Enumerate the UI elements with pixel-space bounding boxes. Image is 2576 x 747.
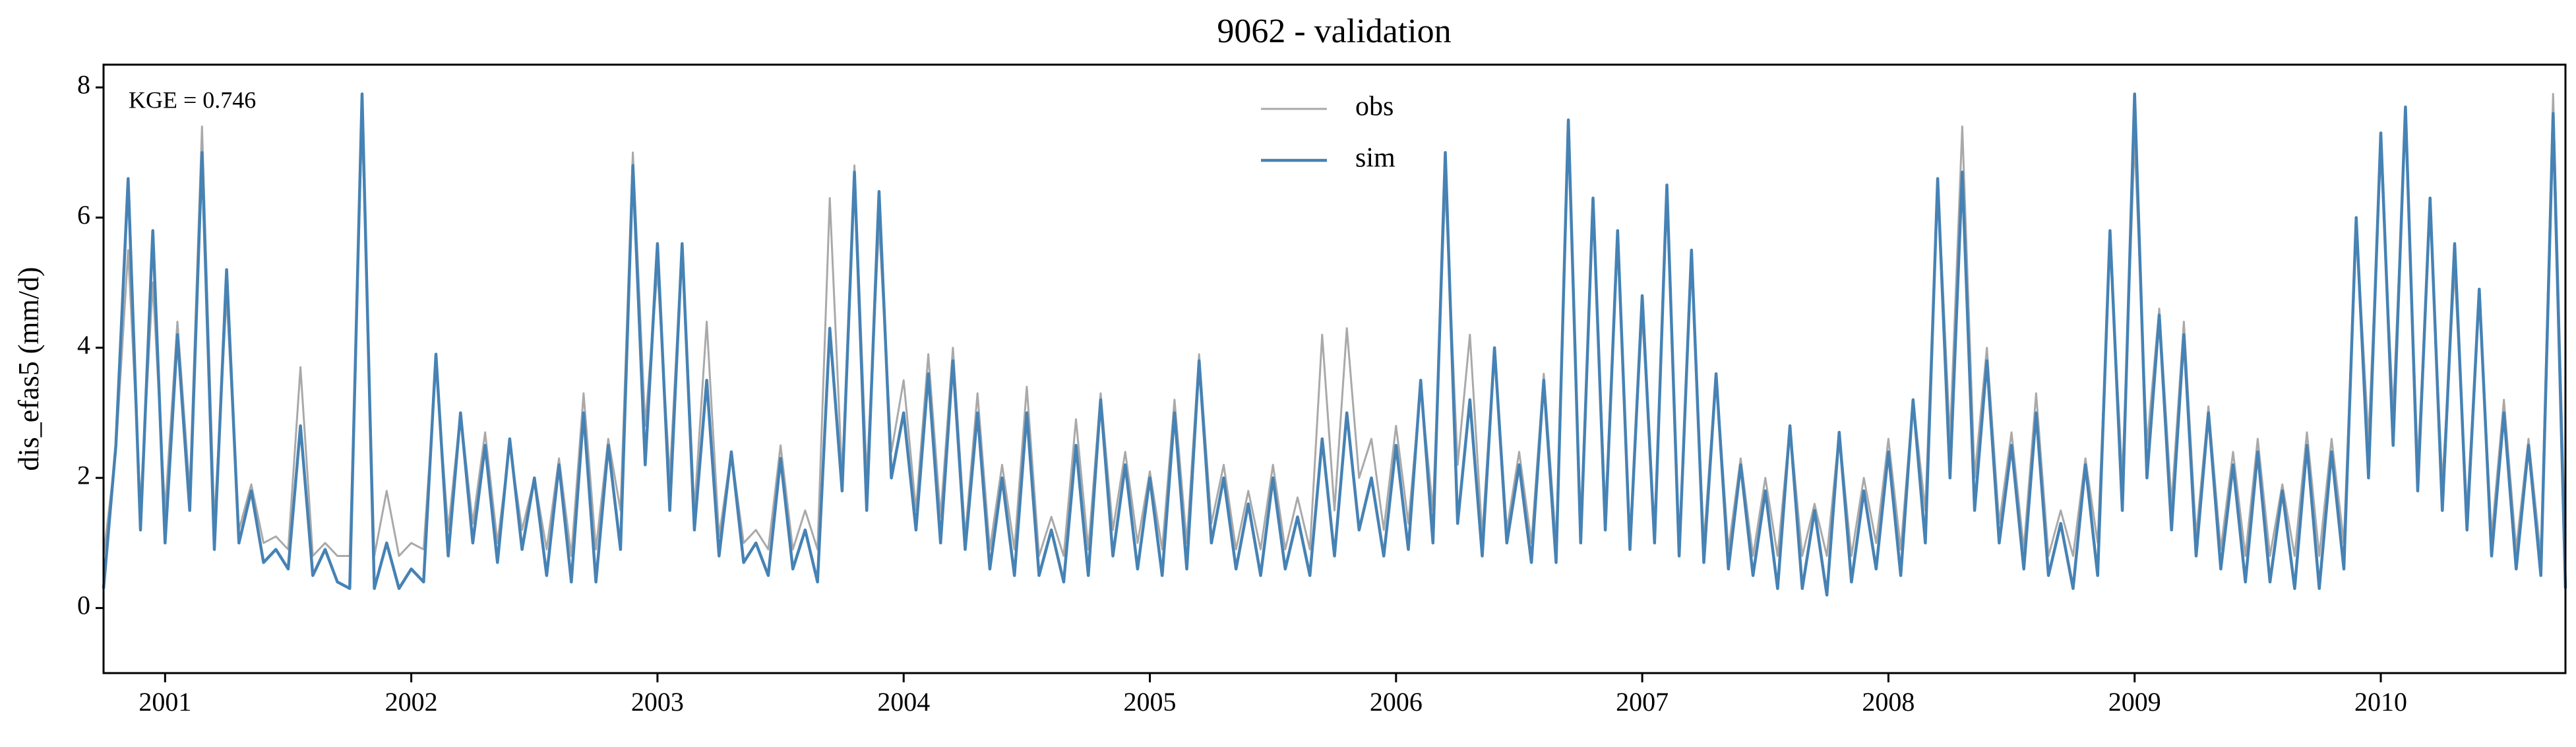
y-axis-label: dis_efas5 (mm/d) [13,267,45,471]
x-tick-label: 2006 [1370,687,1423,717]
series-line [102,92,2567,557]
plot-area [102,92,2567,597]
x-tick-label: 2005 [1124,687,1177,717]
y-tick-label: 0 [77,591,90,620]
y-tick-label: 2 [77,460,90,490]
y-tick-label: 4 [77,330,90,360]
x-tick-label: 2004 [877,687,930,717]
y-tick-label: 8 [77,70,90,100]
x-tick-label: 2001 [138,687,191,717]
chart-title: 9062 - validation [1217,13,1451,50]
y-tick-label: 6 [77,200,90,230]
x-tick-label: 2002 [385,687,438,717]
series-line [102,92,2567,597]
x-tick-label: 2007 [1616,687,1669,717]
axes-frame [102,63,2567,674]
x-tick-label: 2009 [2108,687,2161,717]
x-tick-label: 2010 [2354,687,2407,717]
legend-label: sim [1355,143,1395,174]
legend-label: obs [1355,92,1394,122]
x-tick-label: 2003 [631,687,684,717]
legend: obs sim [1261,92,1395,174]
x-tick-label: 2008 [1862,687,1915,717]
annotation: KGE = 0.746 [129,86,256,113]
